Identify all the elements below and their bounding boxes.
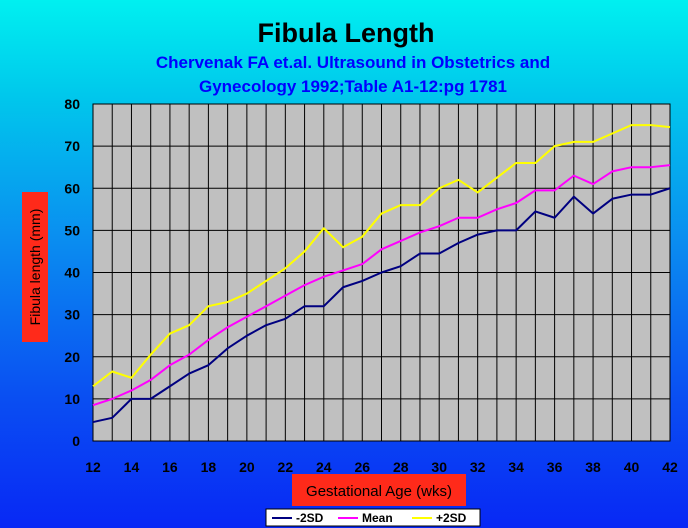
x-tick-label-20: 20	[239, 459, 255, 475]
y-tick-label-50: 50	[64, 222, 80, 238]
x-axis-label-text: Gestational Age (wks)	[306, 483, 452, 500]
y-tick-label-10: 10	[64, 391, 80, 407]
y-tick-label-70: 70	[64, 138, 80, 154]
x-tick-label-32: 32	[470, 459, 486, 475]
y-tick-label-60: 60	[64, 180, 80, 196]
chart-legend: -2SD Mean +2SD	[265, 508, 481, 527]
y-tick-label-0: 0	[72, 433, 80, 449]
y-axis-label-text: Fibula length (mm)	[27, 209, 43, 326]
y-axis-tick-labels: 0 10 20 30 40 50 60 70 80	[64, 96, 80, 449]
x-tick-label-34: 34	[508, 459, 524, 475]
x-tick-label-38: 38	[585, 459, 601, 475]
x-axis-label: Gestational Age (wks)	[292, 474, 466, 506]
x-tick-label-42: 42	[662, 459, 678, 475]
x-tick-label-24: 24	[316, 459, 332, 475]
x-tick-label-16: 16	[162, 459, 178, 475]
horizontal-gridlines	[93, 145, 670, 400]
chart-subtitle-line-1: Chervenak FA et.al. Ultrasound in Obstet…	[156, 53, 550, 72]
x-axis-tick-labels: 12 14 16 18 20 22 24 26 28 30 32 34 36 38 40 42	[85, 459, 678, 475]
series-line-0	[92, 187, 671, 424]
chart-subtitle-line-2: Gynecology 1992;Table A1-12:pg 1781	[199, 77, 507, 96]
y-axis-label: Fibula length (mm)	[22, 192, 48, 342]
x-tick-label-22: 22	[278, 459, 294, 475]
x-tick-label-14: 14	[124, 459, 140, 475]
legend-label-2: +2SD	[436, 511, 467, 525]
y-tick-label-40: 40	[64, 265, 80, 281]
series-line-1	[92, 164, 671, 407]
x-tick-label-28: 28	[393, 459, 409, 475]
legend-label-0: -2SD	[296, 511, 324, 525]
series-lines	[92, 124, 671, 424]
x-tick-label-40: 40	[624, 459, 640, 475]
legend-label-1: Mean	[362, 511, 393, 525]
x-tick-label-26: 26	[354, 459, 370, 475]
x-tick-label-36: 36	[547, 459, 563, 475]
x-tick-label-12: 12	[85, 459, 101, 475]
series-line-2	[92, 124, 671, 388]
x-tick-label-30: 30	[431, 459, 447, 475]
y-tick-label-20: 20	[64, 349, 80, 365]
y-tick-label-30: 30	[64, 307, 80, 323]
y-tick-label-80: 80	[64, 96, 80, 112]
chart-title: Fibula Length	[258, 18, 435, 48]
x-tick-label-18: 18	[201, 459, 217, 475]
